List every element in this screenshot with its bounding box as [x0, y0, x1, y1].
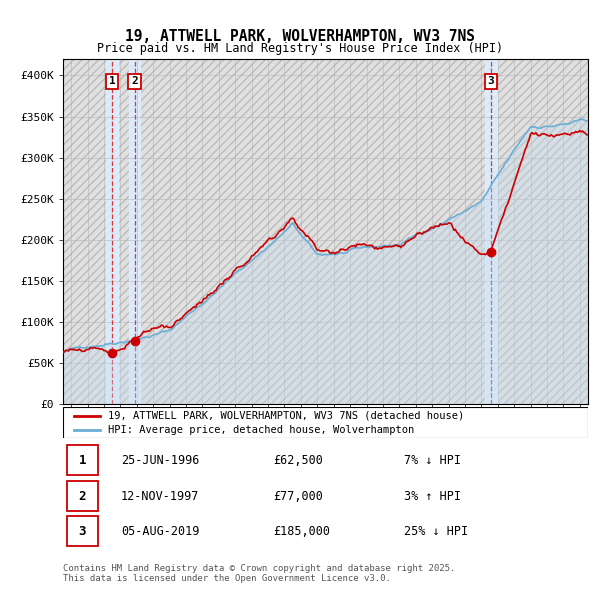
Text: HPI: Average price, detached house, Wolverhampton: HPI: Average price, detached house, Wolv… — [107, 425, 414, 435]
Text: £185,000: £185,000 — [273, 525, 330, 538]
Text: 12-NOV-1997: 12-NOV-1997 — [121, 490, 199, 503]
Text: Contains HM Land Registry data © Crown copyright and database right 2025.
This d: Contains HM Land Registry data © Crown c… — [63, 564, 455, 583]
Text: 3: 3 — [488, 77, 494, 86]
Text: 1: 1 — [79, 454, 86, 467]
Text: 3% ↑ HPI: 3% ↑ HPI — [404, 490, 461, 503]
Text: 3: 3 — [79, 525, 86, 538]
FancyBboxPatch shape — [67, 445, 98, 475]
Text: £77,000: £77,000 — [273, 490, 323, 503]
Text: Price paid vs. HM Land Registry's House Price Index (HPI): Price paid vs. HM Land Registry's House … — [97, 42, 503, 55]
Text: 1: 1 — [109, 77, 115, 86]
Text: 7% ↓ HPI: 7% ↓ HPI — [404, 454, 461, 467]
FancyBboxPatch shape — [63, 407, 588, 438]
FancyBboxPatch shape — [67, 516, 98, 546]
FancyBboxPatch shape — [67, 481, 98, 510]
Text: 05-AUG-2019: 05-AUG-2019 — [121, 525, 199, 538]
Text: 25-JUN-1996: 25-JUN-1996 — [121, 454, 199, 467]
Text: 2: 2 — [79, 490, 86, 503]
Text: 19, ATTWELL PARK, WOLVERHAMPTON, WV3 7NS (detached house): 19, ATTWELL PARK, WOLVERHAMPTON, WV3 7NS… — [107, 411, 464, 421]
Text: 2: 2 — [131, 77, 138, 86]
Bar — [106, 59, 118, 404]
Bar — [485, 59, 497, 404]
Text: 25% ↓ HPI: 25% ↓ HPI — [404, 525, 469, 538]
Bar — [129, 59, 140, 404]
Text: 19, ATTWELL PARK, WOLVERHAMPTON, WV3 7NS: 19, ATTWELL PARK, WOLVERHAMPTON, WV3 7NS — [125, 29, 475, 44]
Text: £62,500: £62,500 — [273, 454, 323, 467]
